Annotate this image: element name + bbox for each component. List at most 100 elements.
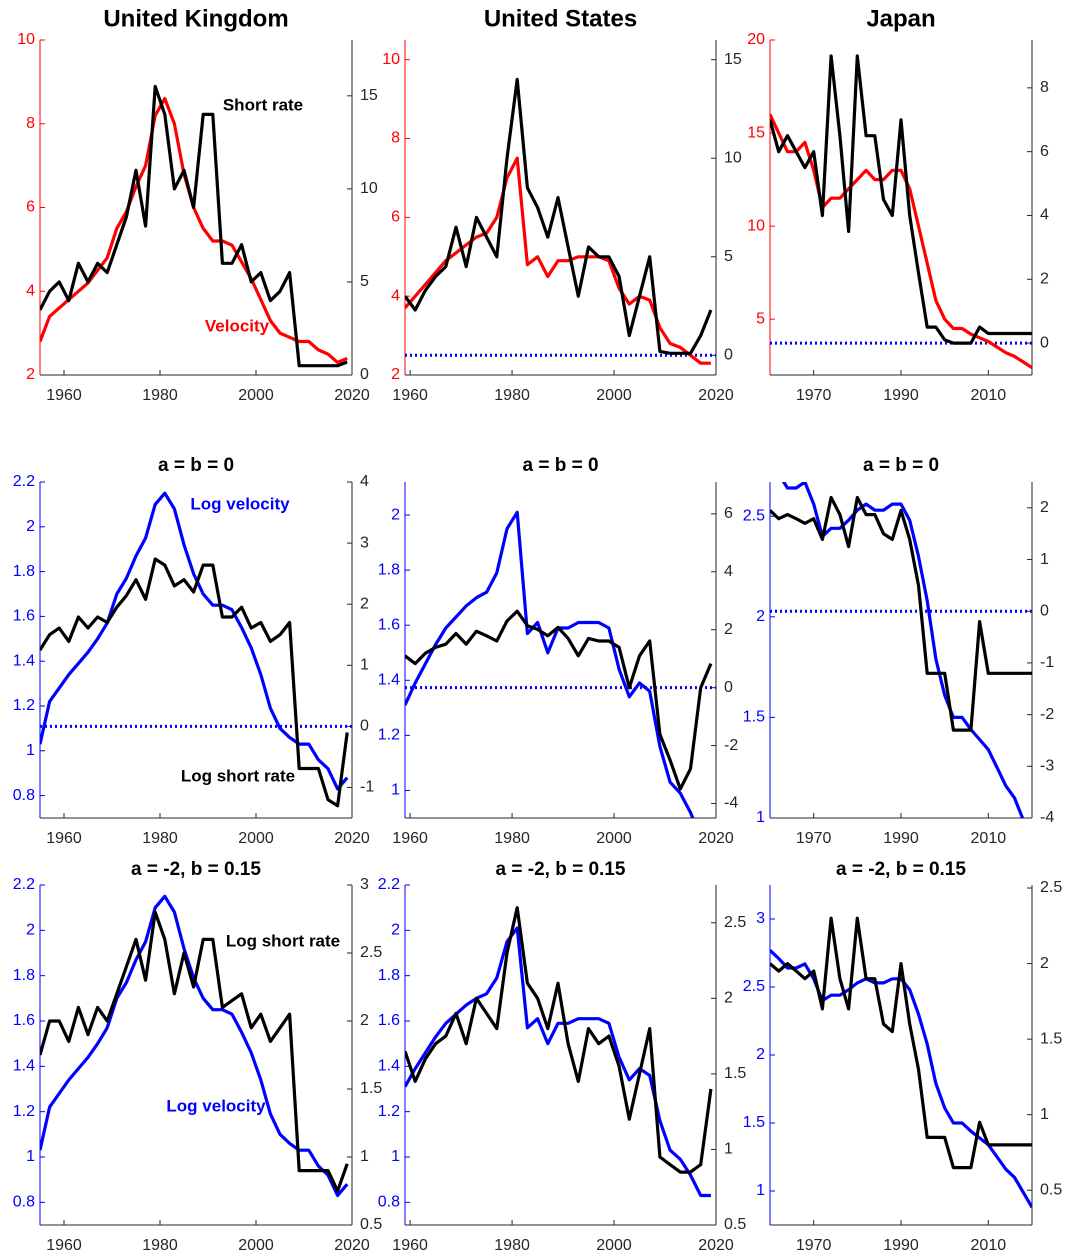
y2-tick-label: 2 bbox=[360, 1012, 369, 1029]
plot-area bbox=[405, 77, 716, 365]
y2-tick-label: 10 bbox=[724, 149, 742, 166]
x-tick-label: 1960 bbox=[392, 830, 428, 847]
series-line bbox=[770, 54, 1032, 345]
series-label: Velocity bbox=[205, 316, 270, 335]
series-line bbox=[405, 77, 713, 355]
series-line bbox=[405, 906, 713, 1174]
x-tick-label: 2000 bbox=[238, 830, 274, 847]
y2-tick-label: 10 bbox=[360, 180, 378, 197]
y-tick-label: 1.2 bbox=[13, 1103, 35, 1120]
series-line bbox=[781, 482, 1025, 818]
plot-area bbox=[40, 894, 349, 1198]
y2-tick-label: 15 bbox=[360, 87, 378, 104]
plot-area bbox=[770, 482, 1032, 818]
y2-tick-label: -2 bbox=[724, 737, 738, 754]
y2-tick-label: -3 bbox=[1040, 758, 1054, 775]
y2-tick-label: 6 bbox=[724, 505, 733, 522]
y2-tick-label: 2.5 bbox=[724, 914, 746, 931]
series-line bbox=[405, 609, 713, 791]
panel-title: United Kingdom bbox=[103, 5, 288, 32]
y-tick-label: 1 bbox=[26, 1148, 35, 1165]
y-tick-label: 1.6 bbox=[13, 608, 35, 625]
panel: United States 1960 1980 2000 2020 2 4 6 8 10 0 5 10 1… bbox=[382, 5, 742, 404]
y-tick-label: 1.8 bbox=[13, 563, 35, 580]
x-tick-label: 1960 bbox=[46, 387, 82, 404]
y2-tick-label: 0 bbox=[360, 718, 369, 735]
x-tick-label: 2020 bbox=[698, 830, 734, 847]
y-tick-label: 1.6 bbox=[13, 1012, 35, 1029]
y-tick-label: 6 bbox=[391, 209, 400, 226]
x-tick-label: 1980 bbox=[142, 830, 178, 847]
y2-tick-label: 1.5 bbox=[1040, 1030, 1062, 1047]
series-label: Log velocity bbox=[166, 1096, 266, 1115]
y2-tick-label: 4 bbox=[360, 473, 369, 490]
x-tick-label: 1980 bbox=[494, 830, 530, 847]
y-tick-label: 6 bbox=[26, 199, 35, 216]
y-tick-label: 2 bbox=[756, 1046, 765, 1063]
x-tick-label: 2010 bbox=[971, 830, 1007, 847]
panel-title: a = -2, b = 0.15 bbox=[836, 859, 966, 880]
y2-tick-label: 1 bbox=[360, 1148, 369, 1165]
y-tick-label: 1.5 bbox=[743, 1114, 765, 1131]
y2-tick-label: 1 bbox=[1040, 1106, 1049, 1123]
y2-tick-label: -1 bbox=[1040, 654, 1054, 671]
y-tick-label: 1.6 bbox=[378, 616, 400, 633]
y-tick-label: 2.5 bbox=[743, 978, 765, 995]
panel: a = -2, b = 0.15 1960 1980 2000 2020 0.8 1 1.2 1… bbox=[378, 859, 747, 1254]
y-tick-label: 1 bbox=[756, 809, 765, 826]
plot-area bbox=[405, 510, 716, 818]
series-line bbox=[40, 97, 348, 364]
y-tick-label: 1.4 bbox=[13, 652, 35, 669]
plot-area bbox=[770, 54, 1032, 369]
panel: a = -2, b = 0.15 1960 1980 2000 2020 0.8 1 1.2 1… bbox=[13, 859, 383, 1254]
panel-title: a = -2, b = 0.15 bbox=[496, 859, 626, 880]
y-tick-label: 1.8 bbox=[13, 967, 35, 984]
y-tick-label: 1.4 bbox=[13, 1058, 35, 1075]
plot-area bbox=[405, 906, 713, 1198]
x-tick-label: 1970 bbox=[796, 830, 832, 847]
y2-tick-label: 4 bbox=[724, 563, 733, 580]
y2-tick-label: 15 bbox=[724, 51, 742, 68]
y-tick-label: 10 bbox=[747, 217, 765, 234]
y-tick-label: 2.5 bbox=[743, 507, 765, 524]
y-tick-label: 1 bbox=[756, 1182, 765, 1199]
x-tick-label: 1960 bbox=[392, 1237, 428, 1254]
panel-title: United States bbox=[484, 5, 637, 32]
panel-title: a = b = 0 bbox=[158, 455, 234, 476]
y2-tick-label: 1.5 bbox=[360, 1080, 382, 1097]
series-line bbox=[770, 495, 1032, 732]
x-tick-label: 1960 bbox=[46, 1237, 82, 1254]
y-tick-label: 20 bbox=[747, 31, 765, 48]
y2-tick-label: -1 bbox=[360, 779, 374, 796]
y-tick-label: 8 bbox=[391, 130, 400, 147]
y-tick-label: 1.8 bbox=[378, 967, 400, 984]
y2-tick-label: 2.5 bbox=[1040, 879, 1062, 896]
y-tick-label: 10 bbox=[382, 51, 400, 68]
panel-title: a = b = 0 bbox=[863, 455, 939, 476]
y2-tick-label: 0.5 bbox=[360, 1216, 382, 1233]
panel: a = b = 0 1970 1990 2010 1 1.5 2 2.5 -4 -3 -2 -1 0 1 2 bbox=[743, 455, 1055, 847]
y-tick-label: 5 bbox=[756, 310, 765, 327]
y2-tick-label: -4 bbox=[724, 795, 738, 812]
series-label: Short rate bbox=[223, 95, 303, 114]
y2-tick-label: 4 bbox=[1040, 207, 1049, 224]
x-tick-label: 2000 bbox=[596, 830, 632, 847]
y2-tick-label: 2 bbox=[724, 990, 733, 1007]
y2-tick-label: -4 bbox=[1040, 809, 1054, 826]
x-tick-label: 1990 bbox=[883, 1237, 919, 1254]
x-tick-label: 1960 bbox=[46, 830, 82, 847]
y-tick-label: 1.8 bbox=[378, 561, 400, 578]
y2-tick-label: 8 bbox=[1040, 79, 1049, 96]
series-label: Log velocity bbox=[190, 494, 290, 513]
x-tick-label: 2000 bbox=[596, 1237, 632, 1254]
series-line bbox=[405, 510, 695, 818]
y2-tick-label: 0.5 bbox=[724, 1216, 746, 1233]
x-tick-label: 2020 bbox=[698, 1237, 734, 1254]
y2-tick-label: 5 bbox=[724, 248, 733, 265]
y2-tick-label: 1.5 bbox=[724, 1065, 746, 1082]
panel: a = b = 0 1960 1980 2000 2020 1 1.2 1.4 1.6 1.8 2 -… bbox=[378, 455, 739, 847]
x-tick-label: 1970 bbox=[796, 1237, 832, 1254]
x-tick-label: 2020 bbox=[334, 1237, 370, 1254]
y2-tick-label: 6 bbox=[1040, 143, 1049, 160]
y2-tick-label: 3 bbox=[360, 534, 369, 551]
